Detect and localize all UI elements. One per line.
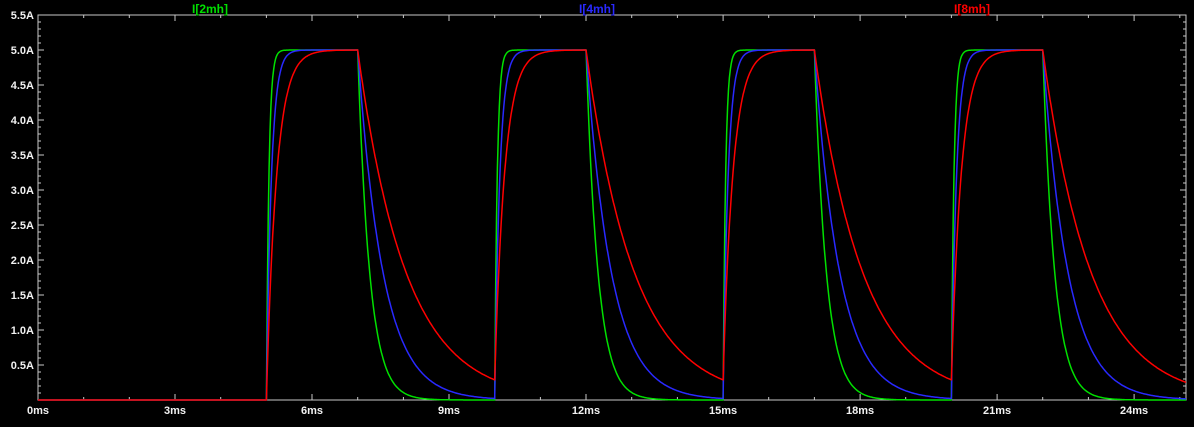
x-tick-label: 12ms [572,405,600,417]
trace-2mH[interactable] [38,49,1186,401]
y-tick-label: 5.0A [11,45,34,57]
x-tick-label: 6ms [301,405,323,417]
x-tick-label: 18ms [846,405,874,417]
y-tick-label: 2.0A [11,255,34,267]
x-tick-label: 3ms [164,405,186,417]
y-tick-label: 3.0A [11,185,34,197]
y-tick-label: 2.5A [11,220,34,232]
y-tick-label: 1.5A [11,290,34,302]
axis-ticks [37,14,1186,401]
y-tick-label: 5.5A [11,10,34,22]
plot-border [37,14,1187,401]
y-tick-label: 4.0A [11,115,34,127]
legend-trace-4mh[interactable]: I[4mh] [579,2,615,16]
x-tick-label: 21ms [983,405,1011,417]
y-tick-label: 3.5A [11,150,34,162]
y-tick-label: 4.5A [11,80,34,92]
trace-4mH[interactable] [38,49,1186,401]
x-tick-label: 9ms [438,405,460,417]
x-tick-label: 0ms [27,405,49,417]
trace-8mH[interactable] [38,49,1187,401]
axis-tick-labels: 0ms 3ms 6ms 9ms 12ms 15ms 18ms 21ms 24ms 0.5A 1.0A… [11,10,1148,417]
legend-trace-2mh[interactable]: I[2mh] [192,2,228,16]
x-tick-label: 24ms [1120,405,1148,417]
y-tick-label: 1.0A [11,325,34,337]
x-tick-label: 15ms [709,405,737,417]
legend-trace-8mh[interactable]: I[8mh] [954,2,990,16]
y-tick-label: 0.5A [11,360,34,372]
